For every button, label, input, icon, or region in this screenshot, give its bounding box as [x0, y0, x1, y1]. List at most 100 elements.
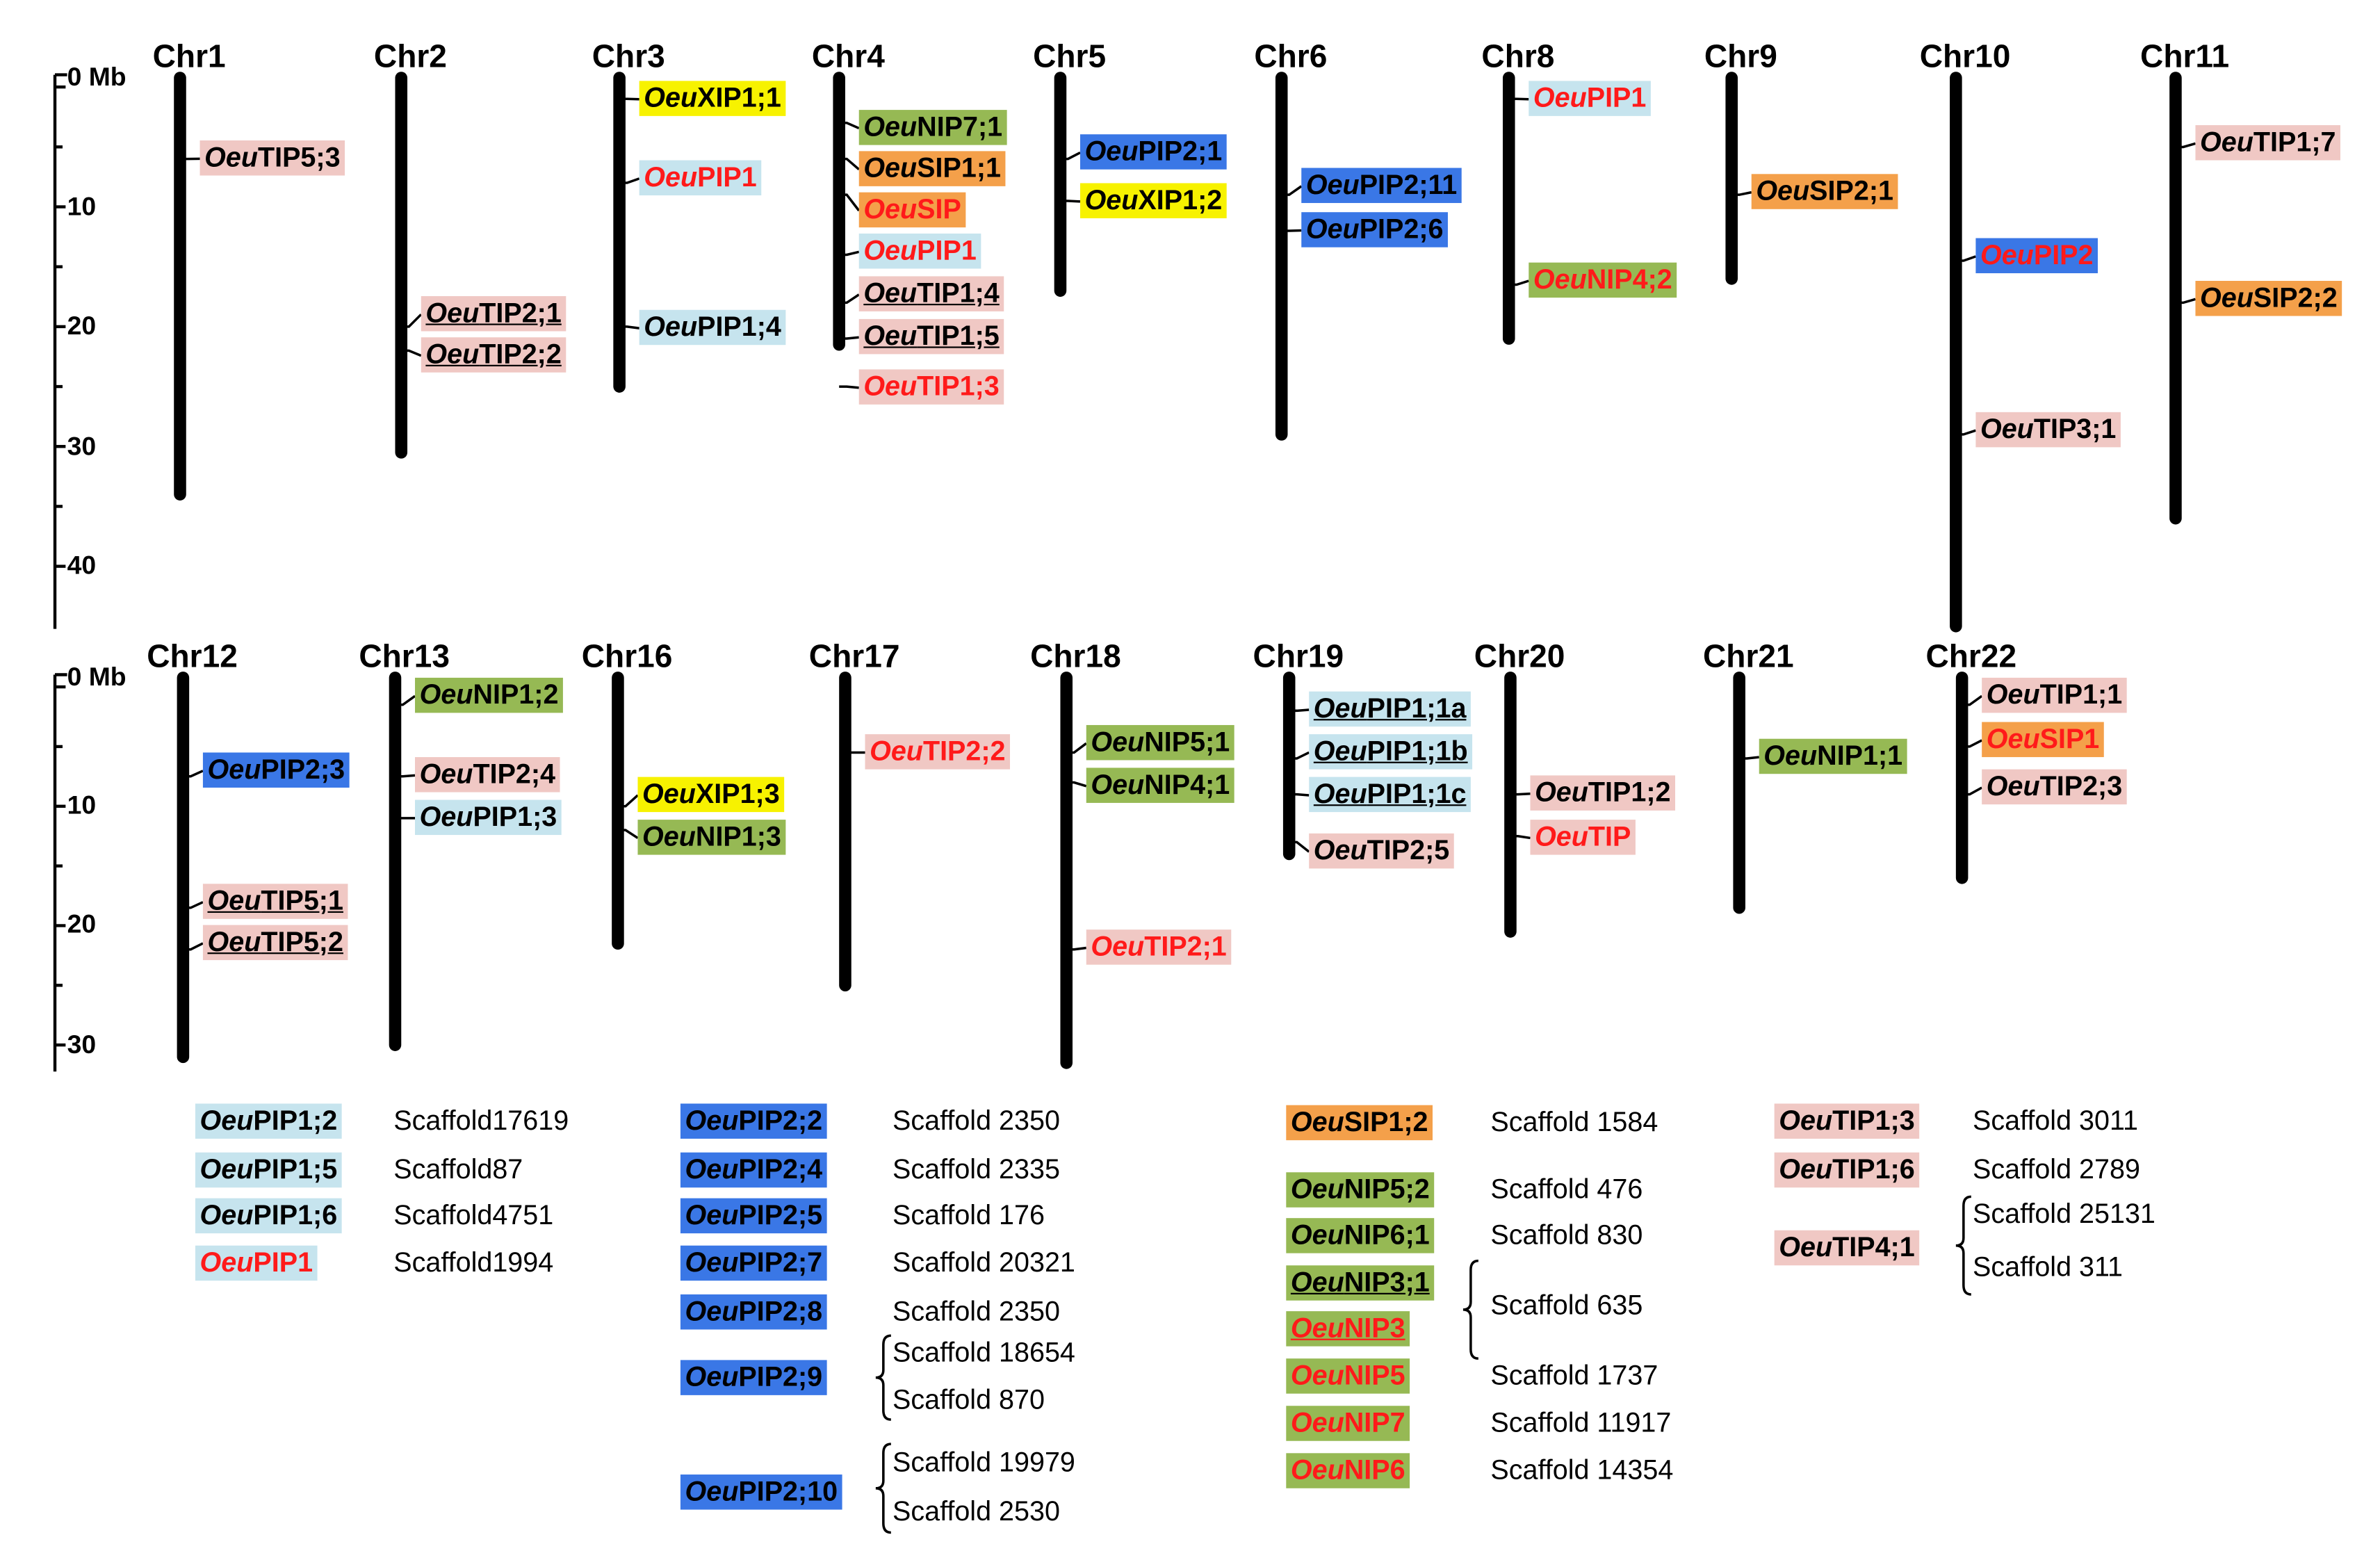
gene-prefix: Oeu [199, 1153, 254, 1185]
gene-prefix: Oeu [1290, 1454, 1344, 1486]
unanchored-gene-pip2-4: OeuPIP2;4 [680, 1152, 827, 1188]
gene-suffix: TIP2;2 [479, 339, 562, 370]
gene-prefix: Oeu [1980, 414, 2034, 444]
gene-label-chr4-tip1-5: OeuTIP1;5 [858, 318, 1004, 355]
gene-connector [839, 193, 861, 212]
chromosome-label-chr22: Chr22 [1925, 639, 2017, 675]
scaffold-label: Scaffold 830 [1490, 1219, 1643, 1251]
gene-label-chr10-pip2: OeuPIP2 [1975, 238, 2098, 274]
gene-prefix: Oeu [1779, 1231, 1833, 1262]
gene-label-chr10-tip3-1: OeuTIP3;1 [1975, 412, 2121, 448]
gene-prefix: Oeu [642, 821, 696, 852]
gene-prefix: Oeu [207, 926, 261, 957]
gene-suffix: TIP5;2 [261, 926, 343, 957]
gene-suffix: NIP5 [1344, 1360, 1405, 1391]
chromosome-label-chr12: Chr12 [147, 639, 238, 675]
scaffold-label: Scaffold 2350 [892, 1105, 1060, 1136]
chromosome-label-chr4: Chr4 [811, 40, 885, 75]
gene-connector [839, 385, 859, 389]
gene-connector [1281, 185, 1303, 196]
gene-label-chr4-sip: OeuSIP [858, 192, 966, 228]
gene-label-chr8-nip4-2: OeuNIP4;2 [1529, 262, 1677, 298]
gene-label-chr4-tip1-4: OeuTIP1;4 [858, 276, 1004, 311]
gene-suffix: NIP1;2 [473, 679, 559, 710]
gene-connector [839, 157, 860, 171]
unanchored-gene-tip4-1: OeuTIP4;1 [1774, 1230, 1920, 1266]
scaffold-label: Scaffold 18654 [892, 1337, 1075, 1368]
unanchored-gene-pip1-2: OeuPIP1;2 [195, 1103, 342, 1139]
chromosome-label-chr6: Chr6 [1254, 40, 1328, 75]
gene-connector [839, 293, 860, 304]
gene-prefix: Oeu [863, 111, 918, 143]
gene-suffix: TIP5;1 [261, 885, 343, 916]
gene-connector [1066, 781, 1087, 788]
gene-connector [1962, 786, 1983, 796]
gene-prefix: Oeu [425, 339, 480, 370]
scaffold-label: Scaffold 25131 [1973, 1198, 2155, 1229]
gene-suffix: TIP1;7 [2253, 127, 2336, 158]
gene-label-chr13-pip1-3: OeuPIP1;3 [415, 799, 562, 836]
gene-suffix: TIP2;1 [1144, 931, 1227, 962]
gene-suffix: NIP4;2 [1586, 263, 1672, 295]
gene-label-chr12-pip2-3: OeuPIP2;3 [202, 752, 350, 788]
gene-label-chr22-tip1-1: OeuTIP1;1 [1982, 677, 2127, 713]
chromosome-label-chr10: Chr10 [1919, 40, 2011, 75]
gene-suffix: TIP4;1 [1832, 1231, 1915, 1262]
gene-suffix: PIP1 [697, 161, 757, 193]
gene-prefix: Oeu [685, 1361, 739, 1392]
gene-label-chr21-nip1-1: OeuNIP1;1 [1759, 738, 1907, 774]
gene-suffix: PIP1;4 [697, 311, 781, 342]
gene-suffix: TIP1;4 [917, 277, 1000, 309]
gene-prefix: Oeu [863, 371, 918, 402]
gene-connector [839, 250, 860, 257]
scaffold-brace [1955, 1195, 1971, 1296]
gene-connector [619, 325, 639, 330]
gene-connector [2175, 142, 2196, 149]
gene-prefix: Oeu [644, 311, 698, 342]
gene-prefix: Oeu [204, 142, 258, 173]
gene-prefix: Oeu [863, 235, 918, 266]
gene-prefix: Oeu [2200, 282, 2253, 314]
gene-prefix: Oeu [1091, 931, 1145, 962]
scaffold-label: Scaffold17619 [393, 1105, 569, 1136]
unanchored-gene-tip1-3: OeuTIP1;3 [1774, 1103, 1920, 1139]
gene-label-chr20-tip: OeuTIP [1530, 820, 1636, 855]
gene-suffix: PIP1;5 [253, 1153, 338, 1185]
gene-prefix: Oeu [1779, 1105, 1833, 1136]
gene-prefix: Oeu [685, 1105, 739, 1136]
chromosome-label-chr5: Chr5 [1033, 40, 1107, 75]
gene-prefix: Oeu [425, 298, 480, 329]
gene-suffix: XIP1;3 [695, 778, 780, 809]
gene-prefix: Oeu [1290, 1173, 1344, 1205]
scale-tick-label: 10 [67, 191, 97, 221]
gene-connector [1060, 152, 1081, 161]
gene-prefix: Oeu [207, 885, 261, 916]
gene-suffix: SIP2;2 [2253, 282, 2338, 314]
chromosome-label-chr8: Chr8 [1481, 40, 1555, 75]
gene-prefix: Oeu [863, 277, 918, 309]
chromosome-label-chr1: Chr1 [152, 40, 226, 75]
gene-label-chr11-tip1-7: OeuTIP1;7 [2195, 125, 2341, 161]
gene-suffix: TIP2;1 [479, 298, 562, 329]
gene-suffix: SIP [917, 193, 961, 225]
gene-prefix: Oeu [1313, 835, 1367, 866]
gene-prefix: Oeu [1535, 777, 1588, 808]
gene-suffix: PIP2;7 [738, 1246, 823, 1278]
gene-suffix: PIP2;11 [1359, 169, 1458, 200]
unanchored-gene-pip1-5: OeuPIP1;5 [195, 1152, 342, 1188]
gene-connector [1066, 742, 1087, 754]
gene-label-chr5-xip1-2: OeuXIP1;2 [1079, 183, 1227, 218]
unanchored-gene-pip2-7: OeuPIP2;7 [680, 1245, 827, 1281]
chromosome-label-chr9: Chr9 [1704, 40, 1777, 75]
unanchored-gene-nip6-red: OeuNIP6 [1286, 1453, 1410, 1488]
gene-prefix: Oeu [863, 193, 918, 225]
gene-prefix: Oeu [1084, 184, 1139, 216]
gene-suffix: PIP2;9 [738, 1361, 823, 1392]
gene-suffix: TIP3;1 [2033, 414, 2117, 444]
gene-connector [395, 774, 416, 778]
gene-label-chr22-sip1: OeuSIP1 [1982, 722, 2104, 758]
gene-suffix: PIP2;10 [738, 1476, 838, 1507]
scale-tick-label: 40 [67, 551, 97, 580]
gene-connector [1289, 840, 1310, 853]
